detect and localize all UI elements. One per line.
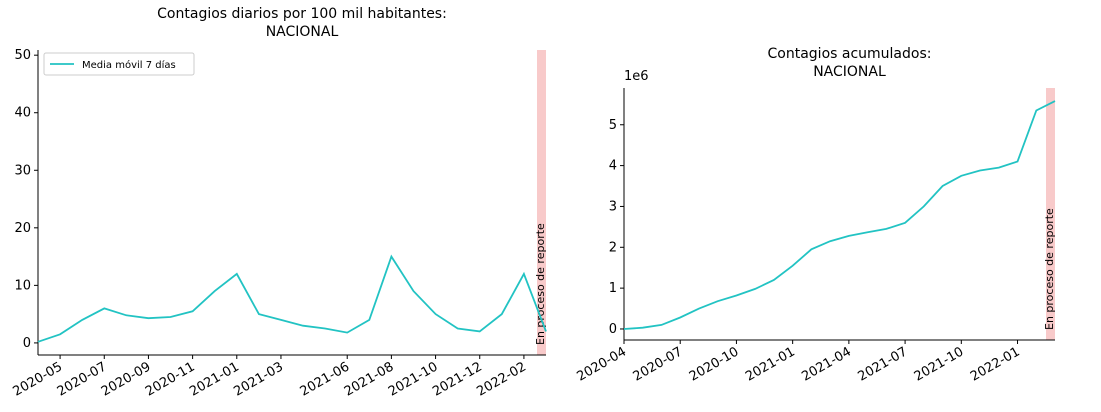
- y-tick-label: 4: [609, 159, 617, 174]
- y-tick-label: 50: [14, 48, 31, 63]
- chart-title: NACIONAL: [266, 24, 339, 40]
- y-tick-label: 30: [14, 163, 31, 178]
- band-label: En proceso de reporte: [534, 223, 547, 345]
- legend-box: [43, 52, 195, 76]
- y-tick-label: 0: [609, 322, 617, 337]
- report-band: [1046, 88, 1055, 340]
- report-band: [537, 50, 546, 355]
- series-line: [37, 254, 547, 343]
- y-tick-label: 3: [609, 199, 617, 214]
- y-tick-label: 1: [609, 281, 617, 296]
- series-line: [623, 100, 1056, 330]
- chart-title: NACIONAL: [813, 64, 886, 80]
- chart-title: Contagios acumulados:: [768, 46, 932, 62]
- y-tick-label: 2: [609, 240, 617, 255]
- y-tick-label: 0: [23, 336, 31, 351]
- legend-label: Media móvil 7 días: [82, 59, 176, 71]
- y-offset-label: 1e6: [624, 69, 649, 84]
- y-tick-label: 40: [14, 106, 31, 121]
- y-tick-label: 10: [14, 278, 31, 293]
- y-tick-label: 20: [14, 221, 31, 236]
- y-tick-label: 5: [609, 118, 617, 133]
- band-label: En proceso de reporte: [1043, 208, 1056, 330]
- chart-title: Contagios diarios por 100 mil habitantes…: [157, 6, 447, 22]
